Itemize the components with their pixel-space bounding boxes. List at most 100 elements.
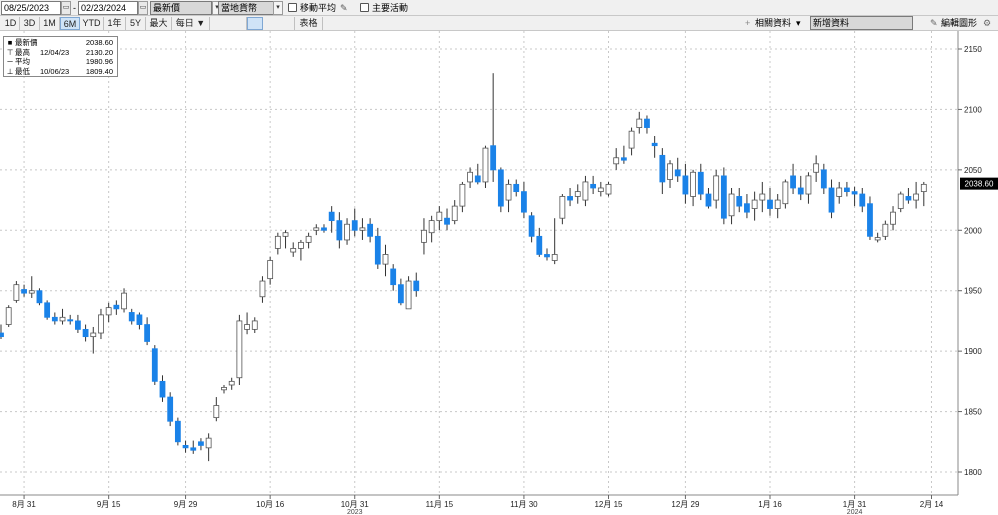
table-button[interactable]: 表格 [295,17,323,30]
pencil-icon[interactable]: ✎ [340,3,348,13]
candle [459,181,466,213]
range-button-3[interactable]: 6M [60,17,80,30]
candle [90,326,97,354]
candle [528,212,535,243]
candle [390,264,397,291]
candle [674,157,681,182]
candle [736,187,743,213]
candle [21,284,27,297]
moving-avg-checkbox[interactable] [288,3,297,12]
range-extra-button-2[interactable] [263,17,295,30]
candle [367,218,374,243]
candle-body-down [36,290,43,304]
candle-body-down [521,191,527,213]
currency-select-caret[interactable]: ▾ [273,1,283,15]
candle [567,187,573,207]
y-tick-label: 1900 [964,347,982,356]
price-chart[interactable]: 1800 1850 1900 1950 2000 2050 2100 2150 8月 31 9月 … [0,31,998,515]
candle [121,288,127,313]
candle-body-down [544,254,550,258]
candle-body-down [67,319,74,322]
range-button-8[interactable]: 每日 ▼ [172,17,210,30]
candle-body-up [359,227,366,231]
key-events-label: 主要活動 [372,3,409,13]
candle [744,194,750,219]
candle [867,196,873,240]
last-price-box [960,177,998,190]
candle [397,278,404,306]
range-extra-button[interactable] [232,17,247,30]
candle [67,314,74,325]
range-button-6[interactable]: 5Y [126,17,146,30]
range-button-2[interactable]: 1M [40,17,60,30]
new-data-input[interactable]: 新增資料 [810,16,913,30]
range-button-7[interactable]: 最大 [146,17,172,30]
range-extra-button-active[interactable] [247,17,263,30]
candle [521,181,527,219]
candle-body-up [505,183,512,201]
legend-row: ─ 平均 1980.96 [6,57,115,67]
candle-body-up [913,193,920,201]
related-data-caret[interactable]: ▾ [796,18,801,28]
candle-body-up [267,260,274,280]
moving-avg-label: 移動平均 [300,3,337,13]
field-select[interactable]: 最新價 [150,1,212,15]
candle [767,187,773,216]
candle [213,397,220,422]
end-date-spinner[interactable]: ▭ [138,1,148,15]
candle [313,224,320,236]
y-tick-label: 1950 [964,287,982,296]
candle-body-down [75,320,81,330]
related-plus-icon[interactable]: + [745,18,751,28]
settings-icon[interactable]: ⚙ [983,18,992,28]
y-tick-label: 1850 [964,408,982,417]
candle-layer [0,73,927,462]
candle [136,312,143,330]
legend-marker: ─ [7,57,13,66]
currency-select[interactable]: 當地貨幣 [218,1,274,15]
range-button-5[interactable]: 1年 [104,17,126,30]
candle-body-up [405,280,412,310]
candle [728,187,735,225]
candle-body-up [782,181,789,205]
candle [282,230,289,249]
candle [597,181,604,197]
edit-chart-icon[interactable]: ✎ [930,18,938,28]
legend-value: 2130.20 [85,47,113,57]
candle [682,163,689,204]
candle [505,179,512,213]
candle-body-down [390,268,397,286]
candle [298,239,304,261]
edit-chart-button[interactable]: 編輯圖形 [941,18,978,28]
candle-body-down [0,332,4,338]
year-label: 2024 [847,509,863,515]
x-tick-label: 9月 15 [97,500,121,509]
candle [405,276,412,310]
candle-body-down [367,223,374,237]
range-button-0[interactable]: 1D [2,17,20,30]
end-date-input[interactable]: 02/23/2024 [78,1,138,15]
x-tick-label: 12月 29 [671,500,700,509]
candle-body-down [336,220,343,241]
candle-body-up [636,118,643,128]
candle [444,208,450,231]
range-button-1[interactable]: 3D [20,17,40,30]
candle [167,392,174,427]
candle-body-down [644,118,650,128]
candle-body-up [344,223,350,241]
start-date-input[interactable]: 08/25/2023 [1,1,61,15]
candle-body-down [659,154,666,183]
x-tick-label: 2月 14 [920,500,944,509]
candle [790,163,796,195]
key-events-checkbox[interactable] [360,3,369,12]
candle-body-up [244,324,250,330]
candle-body-down [651,142,658,147]
candle-body-down [397,284,404,304]
candle-body-up [897,193,904,209]
range-button-4[interactable]: YTD [80,17,104,30]
candle [828,179,835,219]
candle-body-down [797,187,804,195]
candle-body-down [167,396,174,422]
related-data-button[interactable]: 相關資料 [755,18,792,28]
start-date-spinner[interactable]: ▭ [61,1,71,15]
